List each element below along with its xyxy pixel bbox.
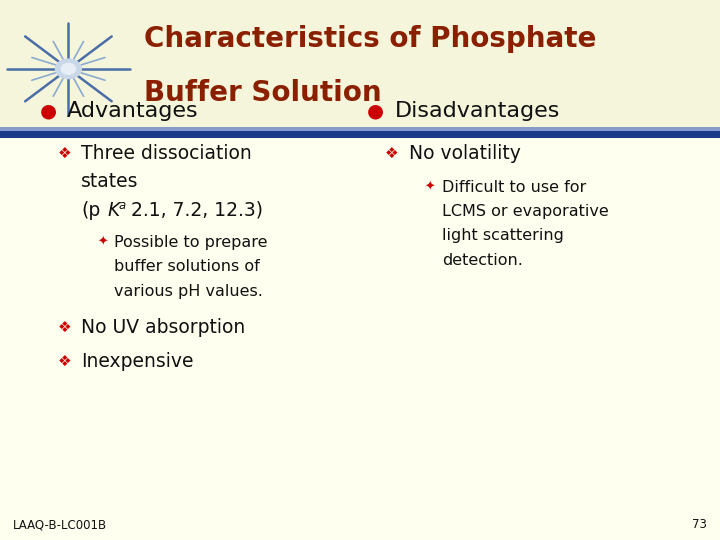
Text: ❖: ❖ — [58, 320, 71, 335]
Text: (p: (p — [81, 200, 101, 220]
Text: various pH values.: various pH values. — [114, 284, 264, 299]
Text: a: a — [119, 199, 126, 212]
Text: ✦: ✦ — [425, 181, 436, 194]
Text: No volatility: No volatility — [409, 144, 521, 164]
Circle shape — [55, 59, 81, 78]
Text: Characteristics of Phosphate: Characteristics of Phosphate — [144, 25, 596, 53]
FancyBboxPatch shape — [0, 131, 720, 138]
Circle shape — [61, 63, 76, 74]
Text: Difficult to use for: Difficult to use for — [442, 180, 586, 195]
Text: Advantages: Advantages — [67, 100, 199, 121]
Text: detection.: detection. — [442, 253, 523, 268]
Text: 2.1, 7.2, 12.3): 2.1, 7.2, 12.3) — [125, 200, 263, 220]
Text: Inexpensive: Inexpensive — [81, 352, 194, 371]
Text: Disadvantages: Disadvantages — [395, 100, 560, 121]
Text: K: K — [107, 200, 120, 220]
Text: light scattering: light scattering — [442, 228, 564, 244]
FancyBboxPatch shape — [0, 127, 720, 131]
Text: ❖: ❖ — [385, 146, 399, 161]
Text: LCMS or evaporative: LCMS or evaporative — [442, 204, 609, 219]
Text: buffer solutions of: buffer solutions of — [114, 259, 260, 274]
Text: ✦: ✦ — [97, 236, 108, 249]
Text: LAAQ-B-LC001B: LAAQ-B-LC001B — [13, 518, 107, 531]
Text: Possible to prepare: Possible to prepare — [114, 235, 268, 250]
Text: states: states — [81, 172, 139, 192]
Text: Three dissociation: Three dissociation — [81, 144, 252, 164]
Text: Buffer Solution: Buffer Solution — [144, 79, 382, 107]
Text: No UV absorption: No UV absorption — [81, 318, 246, 338]
Text: ●: ● — [40, 101, 57, 120]
Text: ❖: ❖ — [58, 354, 71, 369]
Text: ❖: ❖ — [58, 146, 71, 161]
FancyBboxPatch shape — [0, 0, 720, 138]
Text: ●: ● — [367, 101, 384, 120]
Text: 73: 73 — [692, 518, 707, 531]
